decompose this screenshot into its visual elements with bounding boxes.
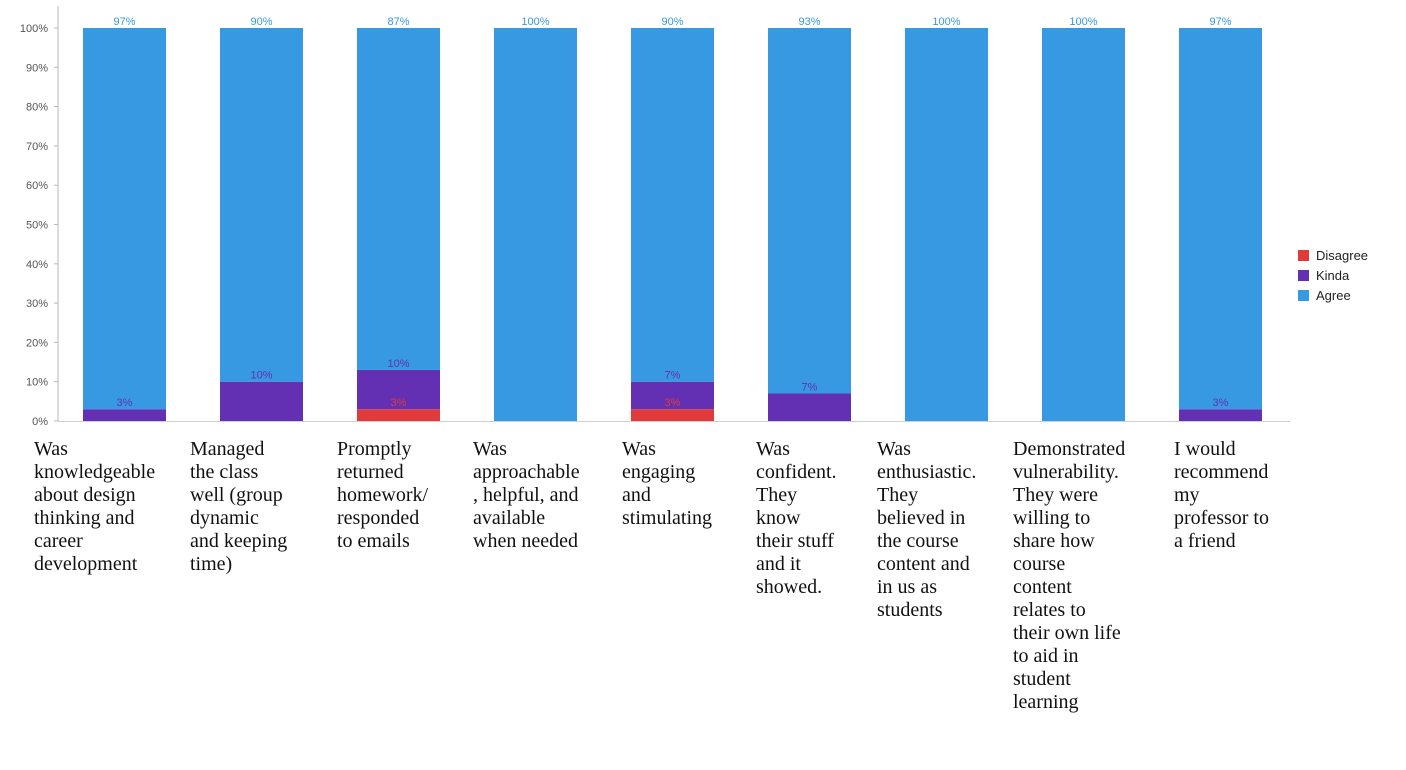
category-label: Managed the class well (group dynamic an… bbox=[190, 438, 288, 575]
data-label-kinda: 10% bbox=[387, 358, 409, 370]
data-label-kinda: 3% bbox=[1213, 397, 1229, 409]
legend-label-agree: Agree bbox=[1316, 288, 1351, 303]
legend: Disagree Kinda Agree bbox=[1298, 248, 1368, 303]
bar-segment-agree bbox=[357, 28, 440, 370]
bar-segment-kinda bbox=[220, 381, 303, 421]
bar-segment-agree bbox=[220, 28, 303, 382]
y-axis: 0% 10% 20% 30% 40% 50% 60% 70% 80% 90% 100% bbox=[20, 6, 1290, 428]
legend-swatch-kinda bbox=[1298, 270, 1309, 281]
bar-segment-disagree bbox=[631, 409, 714, 421]
y-tick-label: 40% bbox=[26, 259, 48, 271]
data-label-kinda: 7% bbox=[665, 370, 681, 382]
bar-segment-kinda bbox=[357, 369, 440, 410]
data-labels: 3% 97% 10% 90% 3% 10% 87% 100% 3% 7% 90% 7% 93% 100% 1… bbox=[113, 16, 1231, 409]
category-label: Demonstrated vulnerability. They were wi… bbox=[1013, 438, 1126, 713]
category-label: Was enthusiastic. They believed in the c… bbox=[877, 438, 977, 621]
category-label: Was engaging and stimulating bbox=[622, 438, 712, 529]
bar-segment-kinda bbox=[1179, 409, 1262, 421]
bar-segment-kinda bbox=[631, 381, 714, 410]
data-label-kinda: 7% bbox=[802, 381, 818, 393]
category-label: Was knowledgeable about design thinking … bbox=[34, 438, 156, 575]
data-label-kinda: 3% bbox=[117, 397, 133, 409]
bar-segment-agree bbox=[905, 28, 988, 421]
y-tick-label: 80% bbox=[26, 102, 48, 114]
bar-segment-agree bbox=[1042, 28, 1125, 421]
y-tick-label: 100% bbox=[20, 23, 48, 35]
data-label-agree: 90% bbox=[250, 16, 272, 28]
category-label: Promptly returned homework/ responded to… bbox=[337, 438, 429, 552]
bar-segment-agree bbox=[768, 28, 851, 394]
stacked-bar-chart: 0% 10% 20% 30% 40% 50% 60% 70% 80% 90% 100% 3% 97% 1… bbox=[20, 6, 1368, 428]
category-label: Was confident. They know their stuff and… bbox=[756, 438, 837, 598]
y-tick-label: 10% bbox=[26, 377, 48, 389]
data-label-agree: 97% bbox=[1209, 16, 1231, 28]
y-tick-label: 90% bbox=[26, 62, 48, 74]
data-label-disagree: 3% bbox=[665, 397, 681, 409]
legend-swatch-agree bbox=[1298, 290, 1309, 301]
y-tick-label: 30% bbox=[26, 298, 48, 310]
data-label-kinda: 10% bbox=[250, 370, 272, 382]
bars bbox=[83, 28, 1262, 421]
y-tick-label: 50% bbox=[26, 220, 48, 232]
category-label: I would recommend my professor to a frie… bbox=[1174, 438, 1269, 552]
data-label-agree: 100% bbox=[1069, 16, 1097, 28]
y-tick-label: 0% bbox=[32, 416, 48, 428]
legend-label-disagree: Disagree bbox=[1316, 248, 1368, 263]
data-label-agree: 100% bbox=[932, 16, 960, 28]
y-tick-label: 70% bbox=[26, 141, 48, 153]
legend-swatch-disagree bbox=[1298, 250, 1309, 261]
data-label-agree: 87% bbox=[387, 16, 409, 28]
data-label-disagree: 3% bbox=[391, 397, 407, 409]
data-label-agree: 97% bbox=[113, 16, 135, 28]
y-tick-label: 60% bbox=[26, 180, 48, 192]
y-tick-label: 20% bbox=[26, 337, 48, 349]
bar-segment-disagree bbox=[357, 409, 440, 421]
bar-segment-agree bbox=[631, 28, 714, 382]
data-label-agree: 100% bbox=[521, 16, 549, 28]
data-label-agree: 93% bbox=[798, 16, 820, 28]
bar-segment-kinda bbox=[768, 393, 851, 421]
bar-segment-agree bbox=[83, 28, 166, 410]
bar-segment-agree bbox=[494, 28, 577, 421]
data-label-agree: 90% bbox=[661, 16, 683, 28]
bar-segment-kinda bbox=[83, 409, 166, 421]
category-label: Was approachable , helpful, and availabl… bbox=[473, 438, 580, 552]
legend-label-kinda: Kinda bbox=[1316, 268, 1350, 283]
bar-segment-agree bbox=[1179, 28, 1262, 410]
